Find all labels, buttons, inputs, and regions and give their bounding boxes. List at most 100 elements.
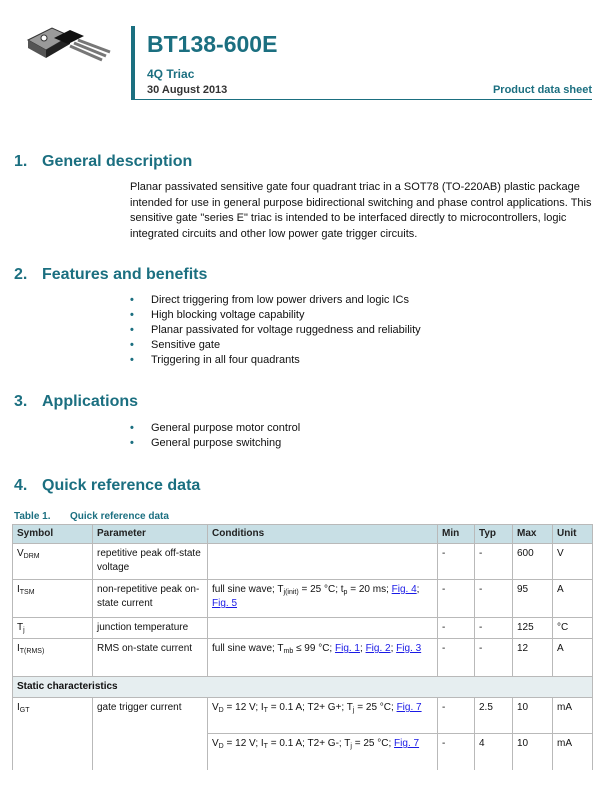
data-row: VD = 12 V; IT = 0.1 A; T2+ G-; Tj = 25 °… [13, 733, 593, 770]
text-run: = 25 °C; t [298, 584, 344, 595]
symbol-cell: ITSM [12, 579, 93, 618]
figure-link[interactable]: Fig. 3 [396, 643, 422, 654]
doc-type: Product data sheet [492, 84, 592, 96]
section-number: 2. [14, 266, 28, 283]
typ-cell: - [474, 543, 513, 580]
conditions-cell: full sine wave; Tmb ≤ 99 °C; Fig. 1; Fig… [207, 638, 438, 677]
bullet-text: Sensitive gate [151, 339, 221, 351]
text-run: V [212, 738, 219, 749]
typ-cell: - [474, 638, 513, 677]
bullet-text: General purpose switching [151, 437, 282, 449]
header-row: Symbol Parameter Conditions Min Typ Max Unit [12, 524, 593, 544]
symbol-cell: VDRM [12, 543, 93, 580]
subscript: T(RMS) [19, 648, 45, 655]
header-bar [131, 26, 135, 100]
max-cell: 12 [512, 638, 553, 677]
subscript: T [263, 743, 268, 750]
column-header: Symbol [12, 524, 93, 544]
figure-link[interactable]: Fig. 2 [365, 643, 391, 654]
min-cell: - [437, 579, 475, 618]
typ-cell: 2.5 [474, 697, 513, 734]
bullet-dot: • [130, 309, 134, 321]
parameter-cell: RMS on-state current [92, 638, 208, 677]
conditions-cell [207, 617, 438, 639]
max-cell: 95 [512, 579, 553, 618]
bullet-dot: • [130, 339, 134, 351]
package-image [26, 27, 111, 62]
doc-subtitle: 4Q Triac [147, 67, 195, 81]
parameter-cell: repetitive peak off-state voltage [92, 543, 208, 580]
figure-link[interactable]: Fig. 4 [391, 584, 417, 595]
conditions-cell: VD = 12 V; IT = 0.1 A; T2+ G-; Tj = 25 °… [207, 733, 438, 770]
unit-cell: V [552, 543, 593, 580]
text-run: ; [390, 643, 397, 654]
conditions-cell: full sine wave; Tj(init) = 25 °C; tp = 2… [207, 579, 438, 618]
subscript: T [263, 707, 268, 714]
unit-cell: mA [552, 733, 593, 770]
unit-cell: A [552, 579, 593, 618]
text-run: I [17, 702, 20, 713]
subscript: GT [19, 707, 30, 714]
header-rule [131, 99, 592, 100]
figure-link[interactable]: Fig. 7 [396, 702, 422, 713]
column-header: Max [512, 524, 553, 544]
text-run: V [17, 548, 24, 559]
min-cell: - [437, 543, 475, 580]
typ-cell: - [474, 579, 513, 618]
bullet-text: General purpose motor control [151, 422, 301, 434]
text-run: ; [416, 584, 420, 595]
parameter-cell: junction temperature [92, 617, 208, 639]
figure-link[interactable]: Fig. 5 [212, 598, 238, 609]
data-table: Symbol Parameter Conditions Min Typ Max Unit VD… [12, 524, 593, 770]
subscript: p [343, 589, 348, 596]
unit-cell: °C [552, 617, 593, 639]
figure-link[interactable]: Fig. 7 [394, 738, 420, 749]
subscript: j [350, 743, 352, 750]
text-run: = 20 ms; [347, 584, 392, 595]
paragraph: Planar passivated sensitive gate four qu… [130, 181, 592, 240]
text-run: I [17, 584, 20, 595]
section-number: 1. [14, 153, 28, 170]
column-header: Conditions [207, 524, 438, 544]
doc-date: 30 August 2013 [147, 84, 228, 96]
subscript: D [218, 707, 224, 714]
conditions-cell: VD = 12 V; IT = 0.1 A; T2+ G+; Tj = 25 °… [207, 697, 438, 734]
subscript: DRM [23, 553, 40, 560]
section-number: 4. [14, 477, 28, 494]
subscript: mb [283, 648, 294, 655]
unit-cell: mA [552, 697, 593, 734]
subscript: j [352, 707, 355, 714]
bullet-text: High blocking voltage capability [151, 309, 305, 321]
parameter-cell: non-repetitive peak on-state current [92, 579, 208, 618]
column-header: Typ [474, 524, 513, 544]
section-title: Quick reference data [42, 477, 201, 494]
table-number: Table 1. [14, 511, 51, 522]
doc-title: BT138-600E [147, 31, 278, 57]
column-header: Parameter [92, 524, 208, 544]
unit-cell: A [552, 638, 593, 677]
text-run: = 0.1 A; T2+ G+; T [267, 702, 353, 713]
section-number: 3. [14, 393, 28, 410]
text-run: = 25 °C; [354, 702, 397, 713]
data-row: IGT gate trigger current VD = 12 V; IT = 0… [12, 697, 593, 770]
subscript: D [218, 743, 224, 750]
text-run: V [212, 702, 219, 713]
subscript: j(init) [283, 589, 299, 596]
bullet-dot: • [130, 324, 134, 336]
conditions-cell [207, 543, 438, 580]
max-cell: 600 [512, 543, 553, 580]
parameter-cell: gate trigger current [92, 697, 208, 770]
min-cell: - [437, 697, 475, 734]
column-header: Min [437, 524, 475, 544]
text-run: full sine wave; T [212, 584, 284, 595]
bullet-text: Triggering in all four quadrants [151, 354, 300, 366]
symbol-cell: IGT [12, 697, 93, 770]
typ-cell: 4 [474, 733, 513, 770]
group-row: Static characteristics [12, 676, 593, 698]
section-title: General description [42, 153, 193, 170]
column-header: Unit [552, 524, 593, 544]
section-title: Features and benefits [42, 266, 208, 283]
bullet-dot: • [130, 354, 134, 366]
text-run: T [17, 622, 24, 633]
figure-link[interactable]: Fig. 1 [334, 643, 360, 654]
